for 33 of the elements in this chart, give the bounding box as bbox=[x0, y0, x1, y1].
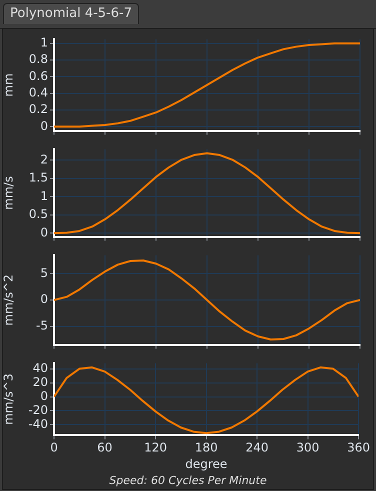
y-tick-label: 0 bbox=[40, 225, 48, 240]
y-axis-title: mm/s^2 bbox=[1, 274, 16, 326]
y-tick-label: 0 bbox=[40, 388, 48, 403]
text: Speed: 60 Cycles Per Minute bbox=[108, 474, 268, 487]
x-tick-label: 120 bbox=[144, 440, 167, 455]
x-tick-label: 240 bbox=[246, 440, 268, 455]
y-tick-label: -40 bbox=[28, 416, 48, 431]
x-tick-label: 360 bbox=[347, 440, 370, 455]
y-tick-label: 0.6 bbox=[28, 68, 48, 83]
x-axis-title: degree bbox=[185, 456, 228, 471]
y-tick-label: 1 bbox=[40, 35, 48, 50]
x-tick-label: 60 bbox=[97, 440, 112, 455]
y-tick-label: 1.5 bbox=[28, 170, 48, 185]
x-tick-label: 300 bbox=[296, 440, 320, 455]
y-tick-label: 2 bbox=[40, 152, 48, 166]
y-axis-title: mm/s bbox=[1, 176, 16, 210]
y-tick-label: 0 bbox=[40, 118, 48, 133]
y-tick-label: 40 bbox=[32, 360, 48, 375]
chart-title: Polynomial 4-5-6-7 bbox=[3, 3, 139, 24]
y-tick-label: 0.8 bbox=[28, 52, 48, 66]
y-tick-label: 5 bbox=[40, 266, 48, 280]
y-tick-label: 0 bbox=[40, 292, 48, 306]
y-tick-label: 0.4 bbox=[28, 85, 48, 100]
y-axis-title: mm bbox=[1, 73, 16, 97]
x-tick-label: 0 bbox=[50, 440, 58, 455]
y-tick-label: 0.5 bbox=[28, 207, 48, 222]
x-tick-label: 180 bbox=[194, 440, 218, 455]
y-tick-label: 1 bbox=[40, 188, 48, 203]
y-tick-label: -5 bbox=[36, 318, 48, 332]
y-tick-label: -20 bbox=[28, 402, 48, 417]
y-tick-label: 20 bbox=[32, 374, 48, 389]
y-tick-label: 0.2 bbox=[28, 102, 48, 116]
y-axis-title: mm/s^3 bbox=[1, 374, 16, 425]
